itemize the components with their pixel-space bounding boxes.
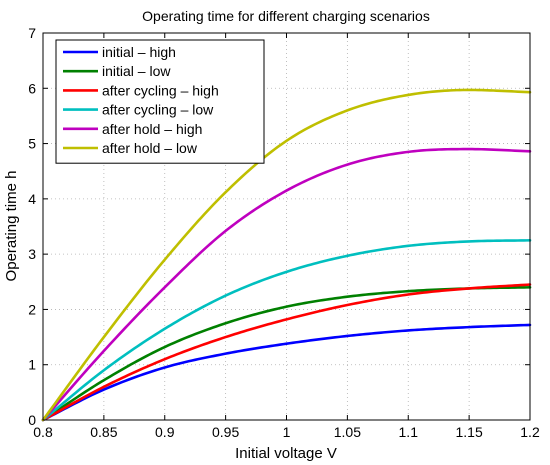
y-tick-label: 5 — [28, 136, 36, 152]
y-tick-label: 0 — [28, 412, 36, 428]
legend-entry-label: after hold – low — [102, 140, 198, 156]
series-line — [41, 239, 532, 422]
legend-entry-label: after hold – high — [102, 121, 202, 137]
y-tick-label: 2 — [28, 301, 36, 317]
legend: initial – high initial – low after cycling… — [55, 39, 265, 164]
x-tick-label: 1.15 — [456, 424, 483, 440]
x-tick-label: 1 — [283, 424, 291, 440]
y-tick-label: 4 — [28, 191, 36, 207]
x-tick-label: 1.2 — [520, 424, 540, 440]
series-line — [41, 147, 532, 422]
x-tick-label: 1.05 — [334, 424, 361, 440]
series-line — [41, 283, 532, 422]
x-tick-label: 0.8 — [33, 424, 53, 440]
y-axis-label: Operating time h — [3, 171, 20, 282]
y-tick-label: 7 — [28, 25, 36, 41]
y-tick-label: 6 — [28, 80, 36, 96]
x-tick-label: 0.9 — [155, 424, 175, 440]
y-tick-label: 1 — [28, 357, 36, 373]
legend-entry-label: initial – low — [102, 63, 171, 79]
x-tick-label: 0.85 — [90, 424, 117, 440]
chart-title: Operating time for different charging sc… — [142, 8, 430, 24]
series-layer — [41, 88, 532, 422]
x-tick-label: 0.95 — [212, 424, 239, 440]
legend-entry-label: after cycling – low — [102, 102, 214, 118]
legend-box — [55, 39, 265, 164]
tick-layer: 0.8 0.85 0.9 0.95 1 1.05 1.1 1.15 1.2 0 1 2 3 4 5 6 7 — [28, 25, 540, 440]
legend-entry-label: after cycling – high — [102, 82, 219, 98]
y-tick-label: 3 — [28, 246, 36, 262]
series-line — [41, 323, 532, 422]
series-line — [41, 88, 532, 422]
x-axis-label: Initial voltage V — [235, 445, 337, 462]
x-tick-label: 1.1 — [399, 424, 419, 440]
legend-entry-label: initial – high — [102, 44, 176, 60]
